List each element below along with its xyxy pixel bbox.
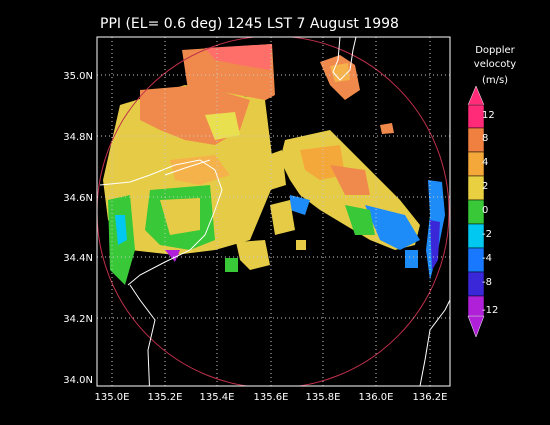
y-tick-label: 34.4N bbox=[63, 253, 93, 264]
colorbar-label: 2 bbox=[482, 181, 488, 192]
y-tick-label: 34.2N bbox=[63, 314, 93, 325]
lat-lon-grid bbox=[97, 37, 450, 386]
y-tick-label: 34.0N bbox=[63, 375, 93, 386]
x-tick-label: 135.2E bbox=[148, 392, 183, 403]
colorbar-label: 4 bbox=[482, 157, 488, 168]
colorbar-title-line: Doppler bbox=[475, 45, 515, 56]
colorbar-label: -4 bbox=[482, 253, 492, 264]
radar-plot-area bbox=[97, 37, 450, 386]
y-tick-label: 34.6N bbox=[63, 193, 93, 204]
colorbar-cap-top bbox=[467, 85, 485, 106]
colorbar-label: -8 bbox=[482, 277, 492, 288]
velocity-echoes bbox=[103, 44, 445, 285]
colorbar: Doppler velocoty (m/s) 12 8 4 2 0 -2 -4 … bbox=[467, 45, 517, 338]
plot-frame bbox=[96, 36, 451, 387]
x-tick-label: 136.2E bbox=[413, 392, 448, 403]
colorbar-label: -12 bbox=[482, 305, 498, 316]
x-tick-label: 135.8E bbox=[306, 392, 341, 403]
colorbar-title-line: (m/s) bbox=[482, 75, 508, 86]
radar-range-ring bbox=[97, 37, 450, 386]
colorbar-label: 12 bbox=[482, 110, 495, 121]
colorbar-label: -2 bbox=[482, 229, 492, 240]
x-tick-label: 135.6E bbox=[254, 392, 289, 403]
y-axis-ticks: 35.0N 34.8N 34.6N 34.4N 34.2N 34.0N bbox=[63, 71, 93, 386]
x-tick-label: 135.4E bbox=[200, 392, 235, 403]
x-tick-label: 135.0E bbox=[95, 392, 130, 403]
x-axis-ticks: 135.0E 135.2E 135.4E 135.6E 135.8E 136.0… bbox=[95, 392, 448, 403]
y-tick-label: 35.0N bbox=[63, 71, 93, 82]
colorbar-label: 0 bbox=[482, 205, 488, 216]
y-tick-label: 34.8N bbox=[63, 132, 93, 143]
colorbar-title-line: velocoty bbox=[474, 59, 517, 70]
figure-title: PPI (EL= 0.6 deg) 1245 LST 7 August 1998 bbox=[100, 16, 399, 32]
colorbar-label: 8 bbox=[482, 133, 488, 144]
x-tick-label: 136.0E bbox=[359, 392, 394, 403]
colorbar-cap-bottom bbox=[467, 315, 485, 338]
